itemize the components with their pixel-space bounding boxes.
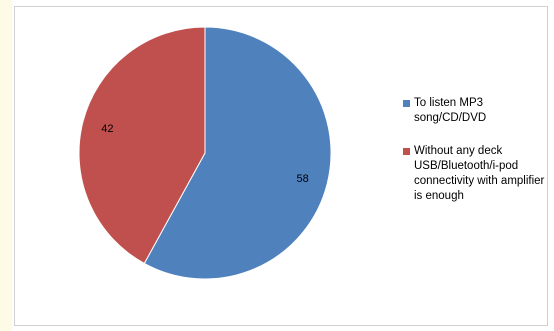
legend-item-mp3: To listen MP3 song/CD/DVD (403, 96, 553, 126)
legend-label-amplifier: Without any deck USB/Bluetooth/i-pod con… (414, 145, 545, 202)
pie-slice-amplifier (78, 26, 206, 265)
legend-label-mp3: To listen MP3 song/CD/DVD (414, 97, 487, 124)
chart-area: 58 42 To listen MP3 song/CD/DVD Without a… (14, 6, 548, 326)
data-label-amplifier: 42 (101, 123, 113, 135)
legend-swatch-mp3 (403, 100, 410, 107)
pie-slice-mp3 (143, 26, 332, 280)
legend: To listen MP3 song/CD/DVD Without any de… (403, 96, 553, 222)
legend-swatch-amplifier (403, 148, 410, 155)
pie-chart: 58 42 (78, 26, 332, 280)
page-margin-strip (0, 0, 12, 331)
data-label-mp3: 58 (297, 173, 309, 185)
legend-item-amplifier: Without any deck USB/Bluetooth/i-pod con… (403, 144, 553, 204)
